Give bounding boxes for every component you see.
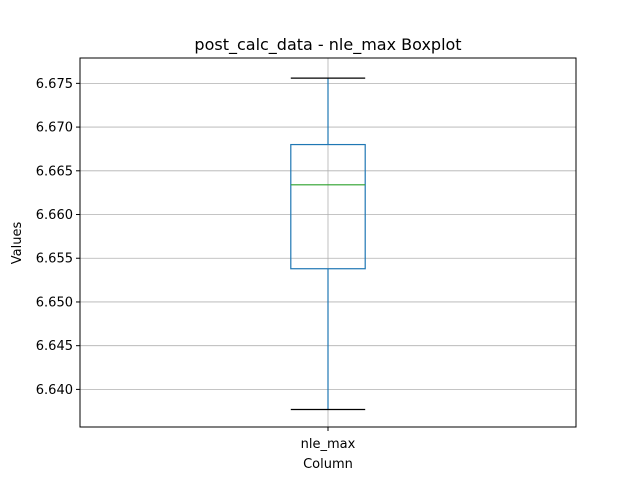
y-tick-label: 6.640	[36, 383, 73, 398]
x-axis-label: Column	[303, 457, 353, 472]
x-axis-ticks: nle_max	[301, 427, 356, 452]
chart-title: post_calc_data - nle_max Boxplot	[194, 35, 461, 55]
grid-layer	[80, 58, 576, 427]
y-tick-label: 6.675	[36, 77, 73, 92]
y-tick-label: 6.670	[36, 121, 73, 136]
y-tick-label: 6.645	[36, 339, 73, 354]
y-tick-label: 6.650	[36, 295, 73, 310]
y-tick-label: 6.655	[36, 252, 73, 267]
y-axis-ticks: 6.640 6.645 6.650 6.655 6.660 6.665 6.670 6.675	[36, 77, 80, 398]
iqr-box	[290, 143, 366, 270]
y-axis-label: Values	[10, 222, 25, 265]
y-tick-label: 6.665	[36, 164, 73, 179]
x-tick-label: nle_max	[301, 437, 356, 452]
boxplot-marks	[290, 77, 366, 411]
y-tick-label: 6.660	[36, 208, 73, 223]
